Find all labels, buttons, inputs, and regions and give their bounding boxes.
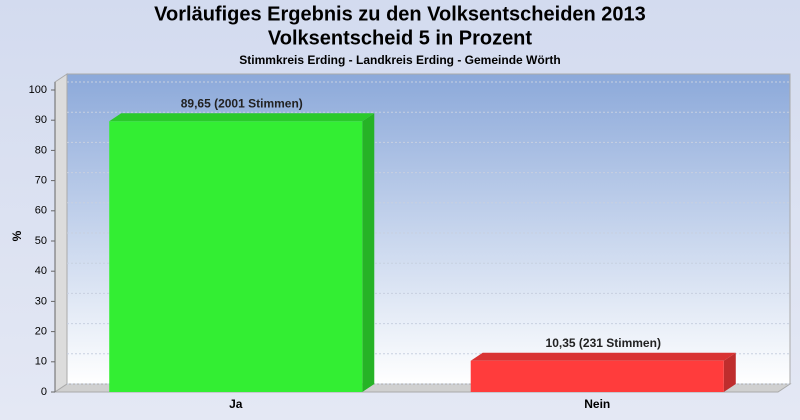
y-tick-label: 60 [35,205,47,217]
side-wall [54,73,68,393]
y-tick-label: 90 [35,114,47,126]
chart-title: Vorläufiges Ergebnis zu den Volksentsche… [154,3,646,25]
y-tick-label: 70 [35,175,47,187]
bar-side [362,113,375,392]
chart-title: Volksentscheid 5 in Prozent [268,27,532,49]
y-tick-label: 10 [35,356,47,368]
y-tick-label: 0 [41,386,47,398]
y-tick-label: 100 [29,84,47,96]
value-label: 10,35 (231 Stimmen) [546,336,661,350]
x-tick-label: Ja [229,397,243,411]
y-tick-label: 20 [35,326,47,338]
value-label: 89,65 (2001 Stimmen) [181,96,303,110]
bar-top [109,113,375,122]
x-tick-label: Nein [584,397,610,411]
bar-side [723,352,736,392]
y-axis-label: % [10,230,24,241]
bar [470,360,724,392]
bar [109,121,363,392]
y-tick-label: 50 [35,235,47,247]
bar-top [470,352,736,361]
y-tick-label: 40 [35,265,47,277]
chart-subtitle: Stimmkreis Erding - Landkreis Erding - G… [239,53,560,67]
y-tick-label: 30 [35,295,47,307]
y-tick-label: 80 [35,144,47,156]
